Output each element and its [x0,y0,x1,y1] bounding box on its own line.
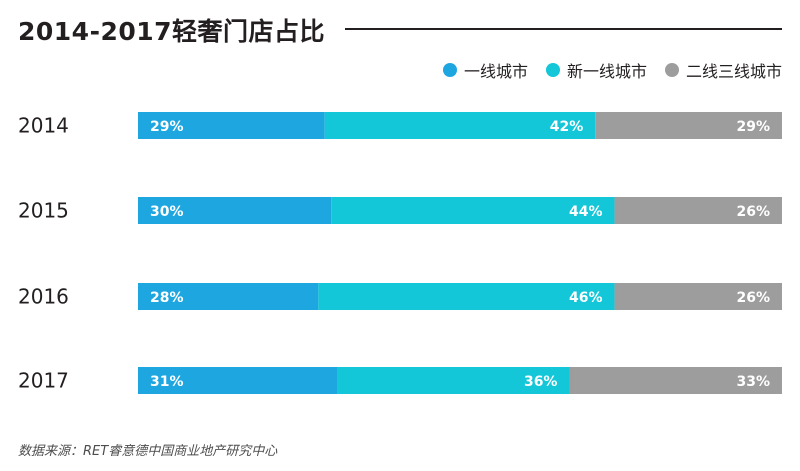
bar-tier1-2016 [138,283,319,310]
year-label-2015: 2015 [18,199,69,223]
bar-tier2-3-2015 [614,197,782,224]
data-label-tier2-3-2017: 33% [736,374,770,390]
data-label-new-tier1-2014: 42% [550,119,584,135]
bar-new-tier1-2014 [324,112,596,139]
bar-tier1-2015 [138,197,332,224]
data-label-tier1-2017: 31% [150,374,184,390]
source-note: 数据来源：RET睿意德中国商业地产研究中心 [18,444,278,459]
chart-title: 2014-2017轻奢门店占比 [18,17,326,46]
legend-label-new-tier1: 新一线城市 [566,62,647,81]
legend-item-new-tier1: 新一线城市 [545,58,647,82]
data-label-new-tier1-2016: 46% [569,290,603,306]
bar-tier2-3-2017 [569,367,782,394]
legend-label-tier2-3: 二线三线城市 [685,62,782,81]
data-label-tier2-3-2014: 29% [736,119,770,135]
year-label-2014: 2014 [18,114,69,138]
title-divider [345,28,782,30]
bar-tier1-2017 [138,367,338,394]
legend: 一线城市 新一线城市 二线三线城市 [425,58,782,82]
year-label-2016: 2016 [18,285,69,309]
data-label-new-tier1-2015: 44% [569,204,603,220]
legend-swatch-new-tier1 [545,63,560,77]
legend-label-tier1: 一线城市 [463,62,528,81]
legend-swatch-tier1 [442,63,457,77]
bar-tier1-2014 [138,112,325,139]
legend-swatch-tier2-3 [664,63,679,77]
bar-new-tier1-2015 [331,197,615,224]
data-label-new-tier1-2017: 36% [524,374,558,390]
data-label-tier2-3-2016: 26% [736,290,770,306]
bar-new-tier1-2016 [318,283,615,310]
data-label-tier1-2014: 29% [150,119,184,135]
data-label-tier1-2015: 30% [150,204,184,220]
bar-tier2-3-2014 [595,112,782,139]
legend-item-tier2-3: 二线三线城市 [664,58,782,82]
data-label-tier2-3-2015: 26% [736,204,770,220]
bar-new-tier1-2017 [337,367,570,394]
data-label-tier1-2016: 28% [150,290,184,306]
bar-tier2-3-2016 [614,283,782,310]
legend-item-tier1: 一线城市 [442,58,528,82]
year-label-2017: 2017 [18,369,69,393]
